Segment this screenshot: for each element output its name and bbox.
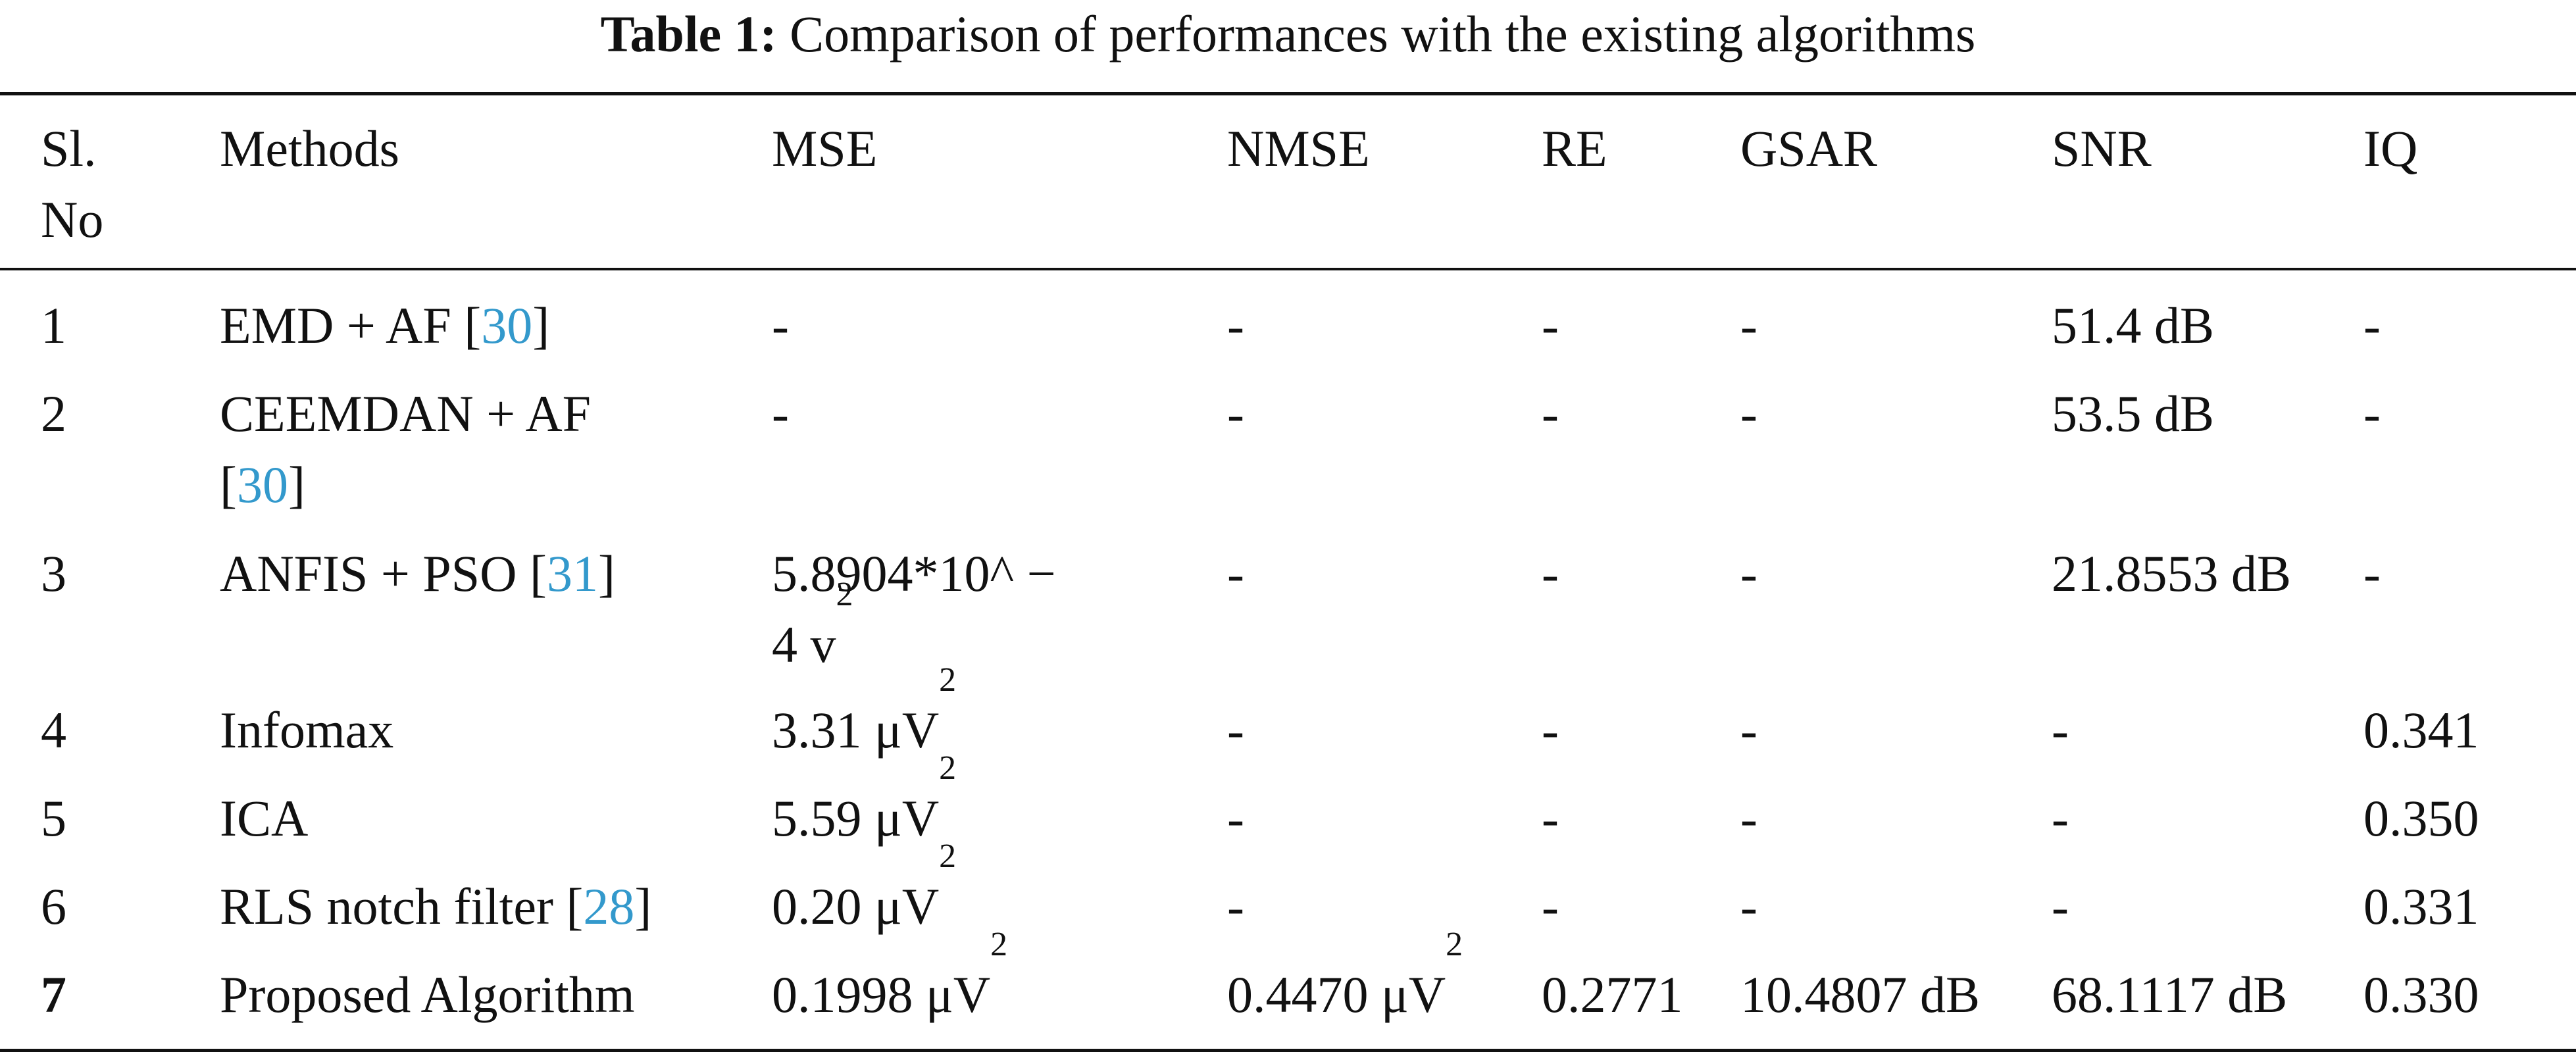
row-iq: 0.350 bbox=[2363, 790, 2479, 847]
row-iq: 0.341 bbox=[2363, 701, 2479, 759]
citation-link[interactable]: 30 bbox=[236, 456, 288, 513]
row-gsar: - bbox=[1740, 545, 1757, 602]
row-re: - bbox=[1542, 385, 1559, 442]
header-slno-line1: Sl. bbox=[41, 120, 97, 177]
row-nmse: - bbox=[1227, 878, 1244, 935]
row-mse: - bbox=[772, 385, 789, 442]
row-nmse: 0.4470 μV2 bbox=[1227, 926, 1463, 1024]
row-gsar: - bbox=[1740, 878, 1757, 935]
row-iq: 0.330 bbox=[2363, 966, 2479, 1023]
row-nmse: - bbox=[1227, 297, 1244, 354]
header-slno: Sl. No bbox=[41, 113, 103, 255]
row-mse: 0.1998 μV2 bbox=[772, 926, 1008, 1024]
row-method: Proposed Algorithm bbox=[220, 966, 635, 1023]
row-snr: 21.8553 dB bbox=[2052, 545, 2292, 602]
row-gsar: 10.4807 dB bbox=[1740, 966, 1981, 1023]
row-number: 3 bbox=[41, 545, 66, 602]
row-re: - bbox=[1542, 790, 1559, 847]
header-snr: SNR bbox=[2052, 120, 2152, 177]
row-gsar: - bbox=[1740, 385, 1757, 442]
row-iq: 0.331 bbox=[2363, 878, 2479, 935]
row-gsar: - bbox=[1740, 297, 1757, 354]
row-nmse: - bbox=[1227, 545, 1244, 602]
caption-text: Comparison of performances with the exis… bbox=[790, 5, 1976, 63]
row-re: - bbox=[1542, 878, 1559, 935]
citation-link[interactable]: 31 bbox=[546, 545, 598, 602]
row-mse: 0.20 μV2 bbox=[772, 838, 957, 936]
row-mse: 5.59 μV2 bbox=[772, 749, 957, 847]
citation-link[interactable]: 28 bbox=[583, 878, 635, 935]
header-rule bbox=[0, 268, 2576, 270]
row-iq: - bbox=[2363, 545, 2381, 602]
row-number: 6 bbox=[41, 878, 66, 935]
row-method: EMD + AF [30] bbox=[220, 297, 550, 354]
header-re: RE bbox=[1542, 120, 1607, 177]
row-method: ICA bbox=[220, 790, 309, 847]
header-nmse: NMSE bbox=[1227, 120, 1370, 177]
row-nmse: - bbox=[1227, 701, 1244, 759]
row-snr: 53.5 dB bbox=[2052, 385, 2215, 442]
row-snr: - bbox=[2052, 878, 2069, 935]
row-snr: 51.4 dB bbox=[2052, 297, 2215, 354]
row-method: Infomax bbox=[220, 701, 394, 759]
row-snr: - bbox=[2052, 790, 2069, 847]
row-number: 2 bbox=[41, 385, 66, 442]
row-snr: 68.1117 dB bbox=[2052, 966, 2288, 1023]
row-method: RLS notch filter [28] bbox=[220, 878, 652, 935]
row-iq: - bbox=[2363, 297, 2381, 354]
header-iq: IQ bbox=[2363, 120, 2418, 177]
row-iq: - bbox=[2363, 385, 2381, 442]
table-caption: Table 1: Comparison of performances with… bbox=[0, 1, 2576, 67]
row-method: ANFIS + PSO [31] bbox=[220, 545, 615, 602]
row-method: CEEMDAN + AF [30] bbox=[220, 385, 592, 513]
row-mse: 5.8904*10^ −4 v2 bbox=[772, 545, 1056, 673]
row-re: - bbox=[1542, 701, 1559, 759]
row-number: 1 bbox=[41, 297, 66, 354]
row-re: - bbox=[1542, 297, 1559, 354]
header-mse: MSE bbox=[772, 120, 878, 177]
row-snr: - bbox=[2052, 701, 2069, 759]
row-mse: - bbox=[772, 297, 789, 354]
header-slno-line2: No bbox=[41, 191, 104, 248]
row-re: - bbox=[1542, 545, 1559, 602]
row-number: 5 bbox=[41, 790, 66, 847]
row-gsar: - bbox=[1740, 701, 1757, 759]
bottom-rule bbox=[0, 1049, 2576, 1052]
row-gsar: - bbox=[1740, 790, 1757, 847]
row-nmse: - bbox=[1227, 790, 1244, 847]
row-nmse: - bbox=[1227, 385, 1244, 442]
citation-link[interactable]: 30 bbox=[481, 297, 533, 354]
row-re: 0.2771 bbox=[1542, 966, 1683, 1023]
top-rule bbox=[0, 92, 2576, 95]
row-number: 4 bbox=[41, 701, 66, 759]
row-number: 7 bbox=[41, 966, 66, 1023]
header-gsar: GSAR bbox=[1740, 120, 1878, 177]
row-mse: 3.31 μV2 bbox=[772, 661, 957, 759]
header-methods: Methods bbox=[220, 120, 399, 177]
caption-label: Table 1: bbox=[600, 5, 777, 63]
